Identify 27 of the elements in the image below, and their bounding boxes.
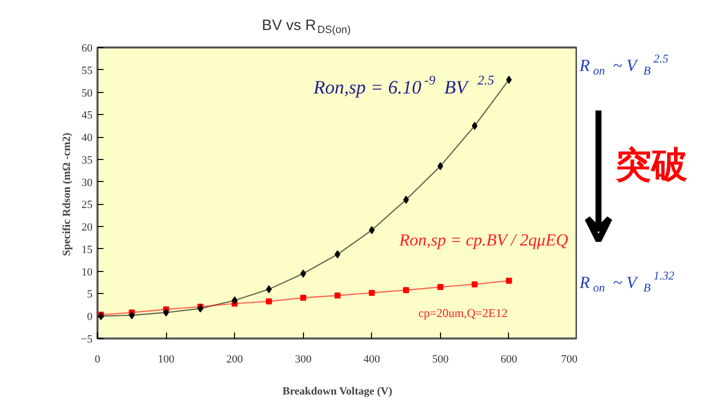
x-tick-label: 600 xyxy=(500,354,518,366)
annotation: Ron,sp = cp.BV / 2qμEQ xyxy=(398,230,568,250)
y-tick-label: −5 xyxy=(80,334,93,346)
x-tick-label: 100 xyxy=(158,354,175,366)
y-tick-label: 35 xyxy=(82,154,93,166)
y-tick-label: 45 xyxy=(82,110,93,122)
x-axis-title: Breakdown Voltage (V) xyxy=(282,386,393,398)
y-tick-label: 30 xyxy=(82,176,93,189)
y-tick-label: 20 xyxy=(82,222,93,234)
y-tick-label: 5 xyxy=(87,288,93,301)
y-tick-label: 40 xyxy=(82,132,93,144)
y-tick-label: 50 xyxy=(82,87,93,100)
y-tick-label: 0 xyxy=(87,311,93,324)
y-tick-label: 25 xyxy=(82,199,93,212)
x-tick-label: 0 xyxy=(94,354,101,366)
x-tick-label: 200 xyxy=(226,354,244,366)
text: 突破 xyxy=(614,145,688,186)
y-axis-title: Specific Rdson (mΩ -cm2) xyxy=(60,132,73,256)
x-tick-label: 700 xyxy=(561,354,578,366)
y-tick-label: 55 xyxy=(82,64,93,77)
x-tick-label: 300 xyxy=(294,354,312,366)
y-tick-label: 15 xyxy=(82,244,93,256)
y-tick-label: 60 xyxy=(82,42,93,54)
y-tick-label: 10 xyxy=(82,266,93,278)
x-tick-label: 400 xyxy=(364,354,381,366)
annotation: cp=20um,Q=2E12 xyxy=(418,306,508,320)
x-tick-label: 500 xyxy=(432,354,450,366)
